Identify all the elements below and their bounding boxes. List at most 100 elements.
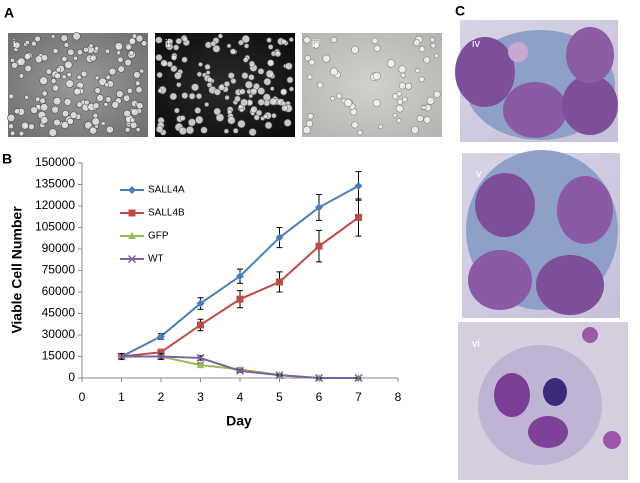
cell [106,125,114,134]
cell [23,53,31,61]
cell [265,69,274,78]
cell [103,102,109,107]
cell [73,87,82,96]
cell [205,70,211,75]
marker [236,272,244,281]
cell [173,107,180,114]
cell [83,99,90,106]
cell [372,71,382,81]
cell [416,115,424,123]
cell [230,77,237,85]
marker [276,278,283,286]
cell [13,41,21,49]
cell [45,68,53,75]
cell [280,88,288,96]
cell [18,73,25,79]
cell [155,53,163,62]
image-label: vi [472,338,480,350]
marker [355,213,362,221]
y-tick-label: 0 [68,370,75,384]
cell [248,74,255,81]
cell [135,127,141,132]
cell [35,96,41,102]
cell [372,99,381,108]
cell [188,92,196,100]
cell [155,125,164,133]
x-tick-label: 4 [237,390,244,404]
cell [373,44,381,52]
cell [304,54,311,62]
cell [92,102,100,110]
cell [336,93,343,100]
cell [124,126,131,133]
cell [306,120,314,128]
cell [303,36,311,44]
y-axis-label: Viable Cell Number [9,206,25,334]
cell [274,50,282,58]
cell [174,71,182,80]
cell [83,46,89,53]
cell [244,80,253,89]
marker [196,361,205,369]
cell [308,58,316,66]
cell [218,84,225,91]
cell [8,123,14,130]
marker [197,321,204,329]
cell [51,105,59,114]
cell [136,102,144,110]
cell [66,118,74,125]
marker [196,353,205,362]
cell [39,97,46,104]
cell [24,40,30,45]
cell [418,45,426,53]
cell [141,40,148,47]
cell [302,125,311,135]
cell [24,64,32,73]
cell [229,48,237,55]
cell [114,42,123,51]
panel-label: B [2,151,12,167]
cell [139,68,145,74]
cell [135,80,141,86]
cell [52,84,60,92]
x-tick-label: 0 [79,390,86,404]
cell [126,87,133,94]
cell [257,98,265,106]
image-label: v [476,168,482,180]
cell [195,115,204,125]
cell [267,44,274,50]
cell [55,67,62,73]
cell [181,92,189,100]
cell [123,94,131,102]
cell [61,74,67,80]
cell [117,65,125,73]
cell [105,74,111,81]
cell [396,118,402,124]
y-tick-label: 60000 [42,284,76,298]
cell [248,93,254,99]
cell [181,56,188,63]
cell [237,119,246,129]
cell [240,98,249,107]
cell [234,95,241,103]
cell [80,70,88,78]
cell [423,115,431,124]
cell [330,67,339,76]
cell [281,38,287,45]
cell [243,43,250,49]
cell [104,48,110,54]
cell [248,128,257,137]
cell [351,45,360,54]
cell [415,68,421,74]
cell [104,82,110,88]
legend-label: SALL4B [148,208,185,219]
y-tick-label: 15000 [42,349,76,363]
cell [54,72,61,80]
cell [269,86,275,92]
cell [433,90,441,98]
cell [227,116,236,125]
cell [392,113,398,118]
marker [196,299,205,308]
cell [401,96,408,103]
cell [92,112,99,119]
